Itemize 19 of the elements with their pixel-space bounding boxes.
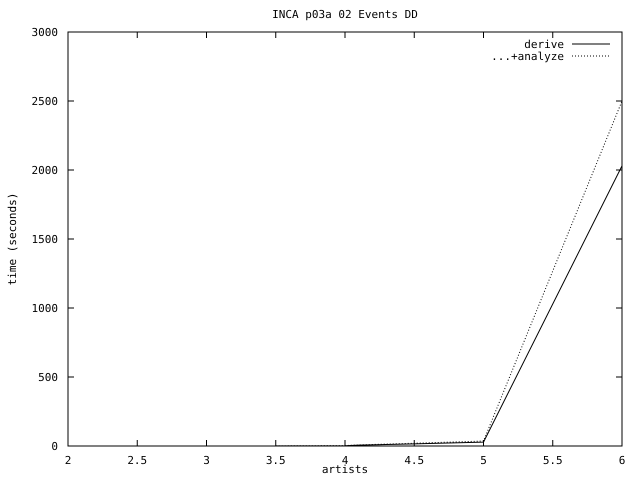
y-tick-label: 500: [38, 371, 58, 384]
y-tick-label: 1500: [32, 233, 58, 246]
legend-label: derive: [524, 38, 564, 51]
chart-title: INCA p03a 02 Events DD: [272, 8, 418, 21]
y-tick-label: 1000: [32, 302, 58, 315]
x-tick-label: 5: [480, 454, 487, 467]
x-tick-label: 3.5: [266, 454, 286, 467]
x-tick-label: 5.5: [542, 454, 563, 467]
x-tick-label: 3: [203, 454, 210, 467]
y-axis-title: time (seconds): [6, 192, 19, 286]
y-tick-label: 2000: [32, 164, 58, 177]
y-tick-label: 3000: [32, 26, 58, 39]
x-tick-label: 6: [618, 454, 626, 467]
x-tick-label: 2: [64, 454, 72, 467]
x-tick-label: 2.5: [127, 454, 148, 467]
x-tick-label: 4.5: [404, 454, 424, 467]
y-tick-label: 0: [51, 440, 58, 453]
y-tick-label: 2500: [32, 95, 58, 108]
legend-label: ...+analyze: [491, 50, 564, 63]
